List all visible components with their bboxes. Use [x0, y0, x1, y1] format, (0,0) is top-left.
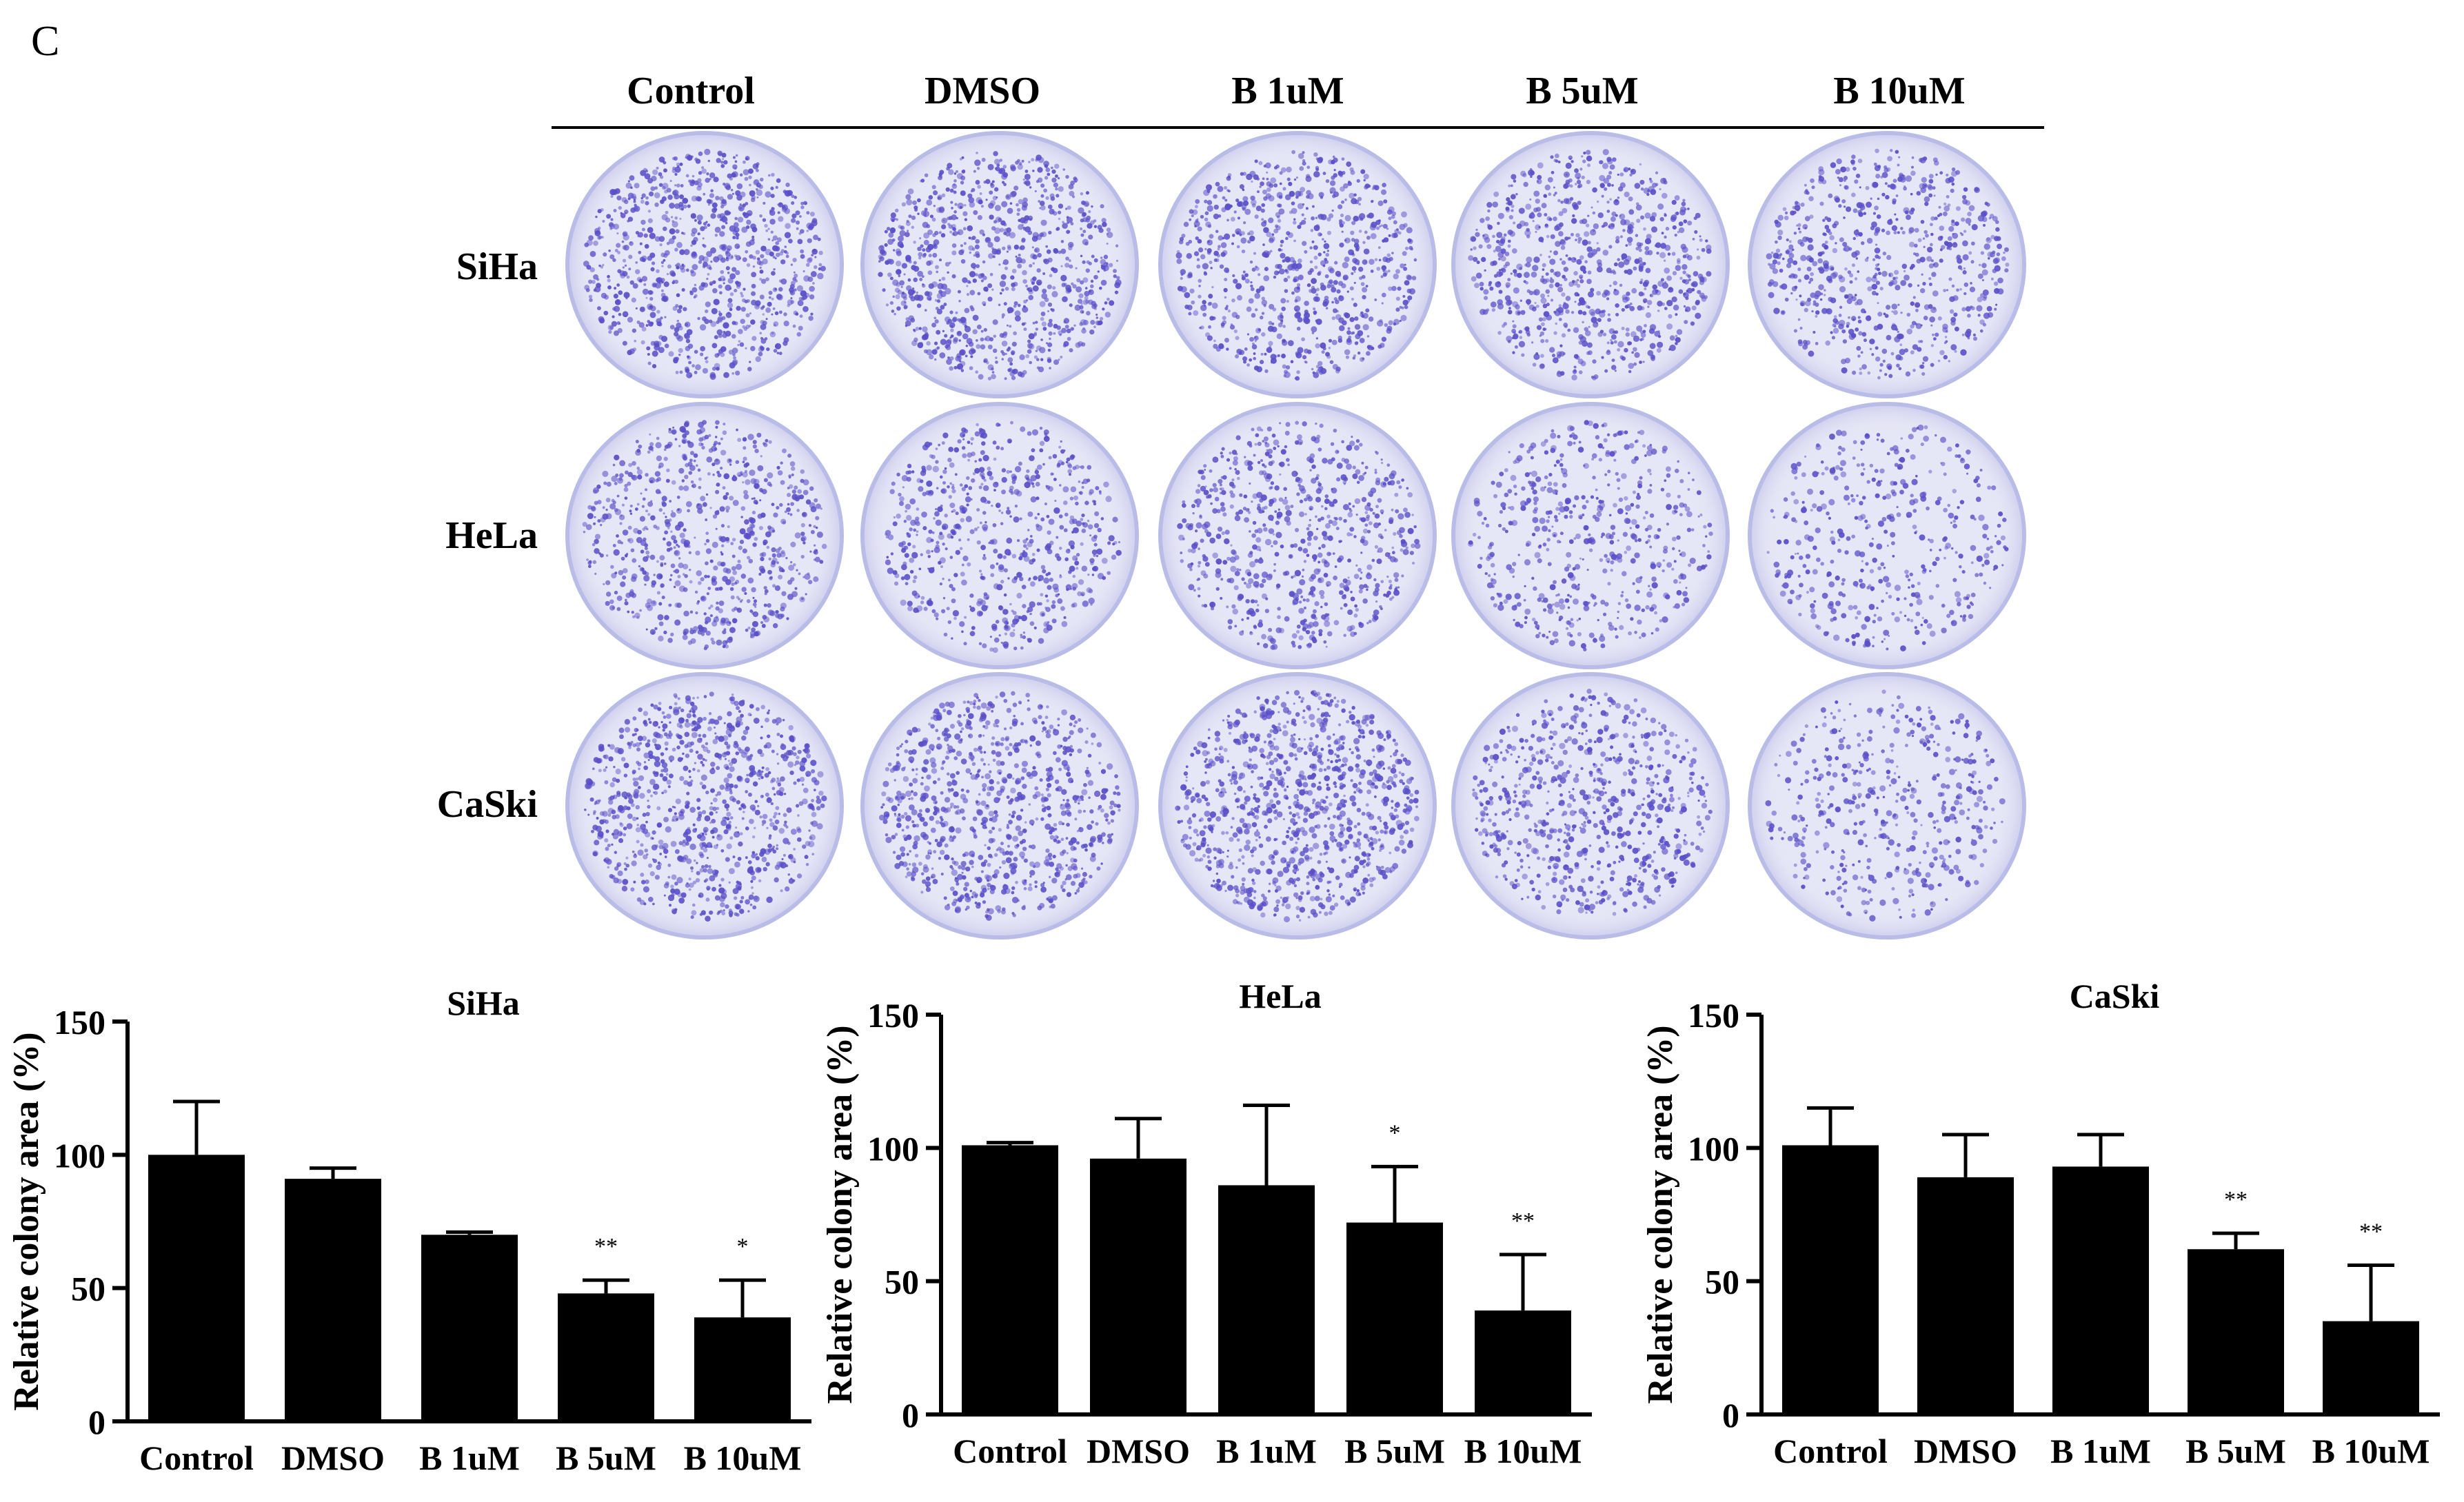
colony-plate-siha-2: [860, 131, 1139, 398]
x-tick-label: B 10uM: [2312, 1432, 2430, 1470]
y-tick-label: 150: [867, 996, 919, 1035]
column-header-dmso: DMSO: [925, 70, 1040, 112]
y-axis-label: Relative colony area (%): [820, 1025, 860, 1403]
colony-plate-hela-2: [860, 402, 1139, 669]
x-tick-label: B 1uM: [2050, 1432, 2151, 1470]
x-tick-label: B 5uM: [2185, 1432, 2286, 1470]
chart-title: CaSki: [2070, 977, 2160, 1015]
colony-plate-caski-2: [860, 672, 1139, 940]
bar: [694, 1317, 791, 1421]
header-rule: [552, 126, 2044, 129]
bar: [2323, 1321, 2419, 1414]
y-axis-label: Relative colony area (%): [1641, 1025, 1680, 1403]
colony-plate-caski-3: [1158, 672, 1437, 940]
y-tick-label: 100: [54, 1136, 105, 1175]
bar: [1090, 1158, 1186, 1414]
bar: [1475, 1310, 1571, 1414]
bar: [285, 1179, 381, 1421]
chart-title: HeLa: [1239, 977, 1321, 1015]
y-tick-label: 100: [867, 1129, 919, 1168]
column-header-b10: B 10uM: [1833, 70, 1966, 112]
bar: [1218, 1185, 1315, 1414]
bar: [1782, 1145, 1879, 1414]
y-tick-label: 150: [1688, 996, 1739, 1035]
y-tick-label: 50: [1705, 1263, 1739, 1301]
column-header-b5: B 5uM: [1526, 70, 1639, 112]
colony-plate-hela-1: [565, 402, 844, 669]
colony-plate-hela-3: [1158, 402, 1437, 669]
colony-plate-siha-4: [1451, 131, 1730, 398]
bar: [558, 1293, 654, 1421]
x-tick-label: B 5uM: [1344, 1432, 1445, 1470]
bar: [148, 1155, 245, 1421]
bar: [962, 1145, 1058, 1414]
bar: [1917, 1177, 2014, 1414]
colony-plate-hela-4: [1451, 402, 1730, 669]
bar: [2052, 1166, 2149, 1414]
x-tick-label: B 5uM: [556, 1439, 656, 1477]
panel-letter: C: [31, 18, 60, 65]
y-tick-label: 0: [902, 1396, 919, 1434]
x-tick-label: B 1uM: [419, 1439, 520, 1477]
bar: [2188, 1249, 2284, 1414]
x-tick-label: B 1uM: [1216, 1432, 1317, 1470]
x-tick-label: DMSO: [281, 1439, 385, 1477]
x-tick-label: Control: [953, 1432, 1067, 1470]
chart-title: SiHa: [447, 984, 520, 1022]
y-tick-label: 100: [1688, 1129, 1739, 1168]
colony-plate-caski-5: [1748, 672, 2026, 940]
y-tick-label: 0: [1722, 1396, 1739, 1434]
x-tick-label: B 10uM: [1464, 1432, 1582, 1470]
bar: [421, 1235, 518, 1421]
significance-marker: **: [2359, 1219, 2383, 1244]
column-header-b1: B 1uM: [1231, 70, 1344, 112]
x-tick-label: Control: [139, 1439, 254, 1477]
significance-marker: **: [2224, 1187, 2248, 1212]
significance-marker: **: [594, 1234, 618, 1259]
x-tick-label: Control: [1773, 1432, 1888, 1470]
significance-marker: **: [1511, 1208, 1535, 1234]
bar: [1346, 1222, 1443, 1414]
colony-plate-caski-4: [1451, 672, 1730, 940]
row-label-siha: SiHa: [456, 245, 538, 288]
y-axis-label: Relative colony area (%): [7, 1032, 46, 1410]
row-label-caski: CaSki: [436, 783, 538, 826]
colony-plate-hela-5: [1748, 402, 2026, 669]
y-tick-label: 150: [54, 1003, 105, 1042]
column-header-control: Control: [627, 70, 755, 112]
colony-plate-siha-1: [565, 131, 844, 398]
x-tick-label: DMSO: [1087, 1432, 1190, 1470]
significance-marker: *: [1389, 1120, 1401, 1146]
colony-plate-siha-5: [1748, 131, 2026, 398]
row-label-hela: HeLa: [445, 514, 538, 557]
colony-plate-siha-3: [1158, 131, 1437, 398]
x-tick-label: DMSO: [1914, 1432, 2017, 1470]
colony-plate-caski-1: [565, 672, 844, 940]
significance-marker: *: [737, 1234, 749, 1259]
y-tick-label: 0: [88, 1403, 105, 1441]
x-tick-label: B 10uM: [684, 1439, 802, 1477]
y-tick-label: 50: [885, 1263, 919, 1301]
y-tick-label: 50: [71, 1270, 105, 1308]
